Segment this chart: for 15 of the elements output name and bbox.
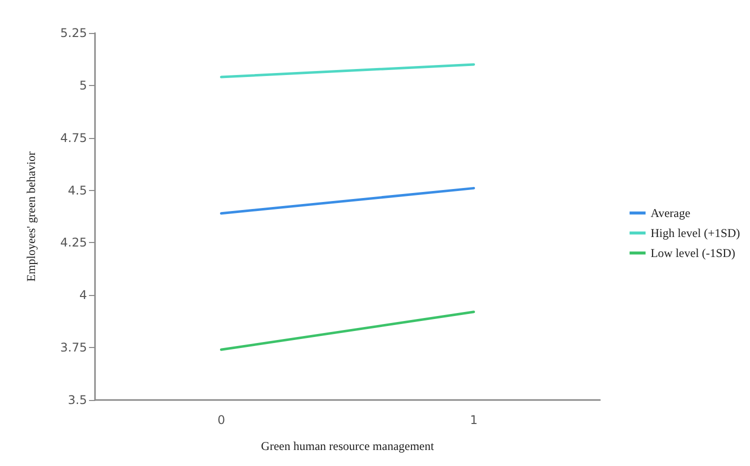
- y-axis-title: Employees' green behavior: [24, 151, 38, 282]
- legend-label: High level (+1SD): [650, 226, 740, 240]
- y-tick-label: 4.75: [60, 130, 87, 145]
- x-tick-label: 1: [470, 413, 478, 427]
- y-tick-label: 4.5: [68, 183, 87, 198]
- y-tick-label: 4.25: [60, 236, 87, 250]
- x-axis-title: Green human resource management: [261, 439, 435, 453]
- y-tick-label: 5.25: [60, 26, 87, 40]
- legend-label: Average: [650, 206, 690, 220]
- y-tick-label: 3.75: [60, 340, 87, 355]
- y-tick-label: 3.5: [68, 393, 87, 407]
- y-tick-label: 5: [79, 78, 87, 92]
- x-tick-label: 0: [217, 413, 226, 427]
- y-tick-label: 4: [79, 288, 87, 302]
- legend-label: Low level (-1SD): [650, 246, 736, 260]
